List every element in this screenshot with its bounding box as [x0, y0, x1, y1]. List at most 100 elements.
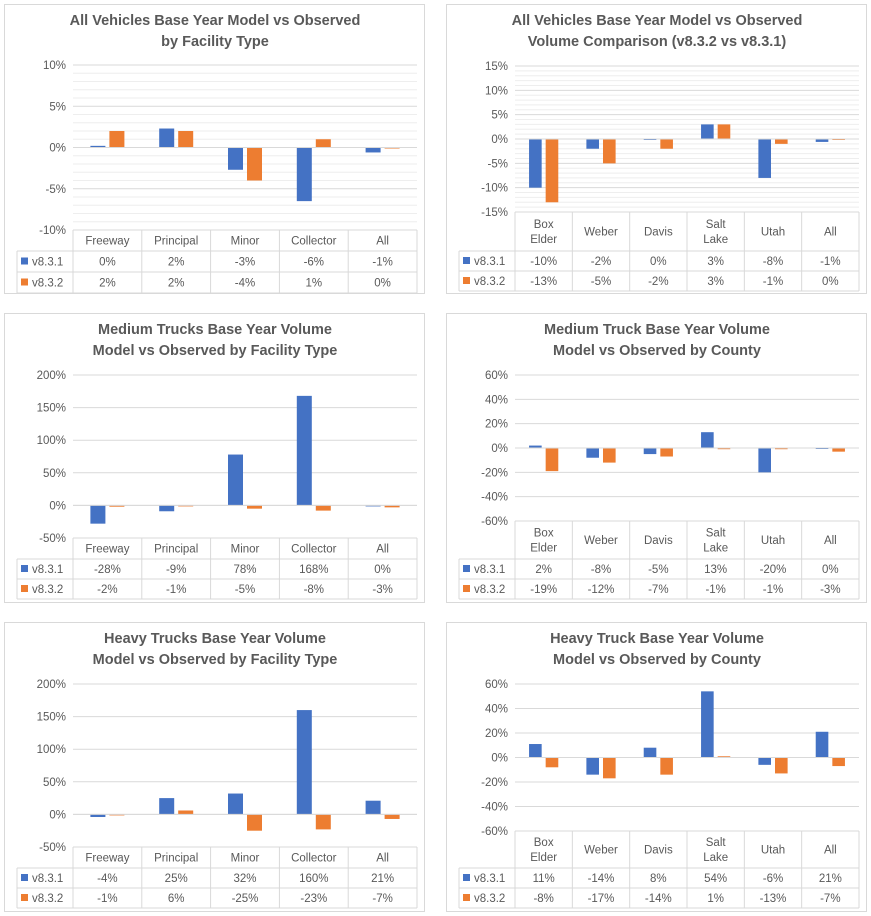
chart-panel-medium-trucks-facility: Medium Trucks Base Year Volume Model vs O…: [4, 313, 425, 603]
y-tick-label: 20%: [485, 728, 508, 740]
chart-title: by Facility Type: [161, 34, 269, 50]
y-tick-label: -60%: [481, 516, 508, 528]
bar-v832: [109, 505, 125, 507]
y-tick-label: 0%: [49, 809, 66, 821]
table-value: 21%: [371, 873, 394, 885]
table-value: 0%: [822, 276, 839, 288]
table-value: -5%: [648, 564, 668, 576]
category-label: Salt: [706, 528, 727, 540]
category-label: All: [376, 236, 389, 248]
table-value: -1%: [166, 584, 186, 596]
bar-v832: [545, 448, 559, 472]
bar-v832: [603, 448, 616, 463]
category-label: Elder: [530, 543, 557, 555]
table-value: -1%: [705, 584, 725, 596]
bar-v832: [717, 124, 731, 139]
bar-v832: [384, 505, 400, 508]
legend-label: v8.3.2: [474, 893, 505, 905]
bar-v831: [159, 505, 175, 512]
table-value: -2%: [97, 584, 117, 596]
table-value: 0%: [822, 564, 839, 576]
category-label: All: [824, 227, 837, 239]
bar-v831: [296, 710, 312, 815]
table-value: 1%: [305, 278, 322, 290]
legend-key-v832: [21, 894, 28, 901]
bar-v831: [815, 731, 829, 758]
table-value: -19%: [530, 584, 557, 596]
legend-label: v8.3.2: [32, 584, 63, 596]
table-value: -3%: [372, 584, 392, 596]
category-label: Lake: [703, 234, 728, 246]
y-tick-label: 0%: [491, 443, 508, 455]
bar-v832: [315, 814, 331, 830]
chart-title: Medium Truck Base Year Volume: [544, 322, 770, 338]
bar-v831: [586, 139, 599, 149]
bar-v832: [775, 448, 788, 450]
table-value: 6%: [168, 893, 185, 905]
y-tick-label: 200%: [37, 679, 66, 691]
table-value: 0%: [650, 256, 667, 268]
category-label: Elder: [530, 234, 557, 246]
legend-key-v831: [21, 257, 28, 265]
table-value: 21%: [819, 873, 842, 885]
bar-v832: [315, 139, 331, 148]
y-tick-label: 100%: [37, 744, 66, 756]
table-value: -14%: [588, 873, 615, 885]
table-value: 78%: [233, 564, 256, 576]
legend-key-v831: [463, 257, 470, 264]
bar-v831: [228, 454, 243, 506]
chart-title: Volume Comparison (v8.3.2 vs v8.3.1): [528, 34, 787, 50]
table-value: 2%: [99, 278, 116, 290]
category-label: Utah: [761, 227, 785, 239]
category-label: Freeway: [85, 544, 129, 556]
bar-v831: [529, 744, 542, 758]
y-tick-label: -60%: [481, 826, 508, 838]
chart-svg: All Vehicles Base Year Model vs Observed…: [458, 13, 860, 292]
bar-v831: [586, 757, 599, 775]
table-value: 32%: [233, 873, 256, 885]
y-tick-label: -40%: [481, 492, 508, 504]
bar-v831: [228, 793, 243, 815]
table-value: -4%: [235, 278, 255, 290]
category-label: Lake: [703, 852, 728, 864]
chart-svg: Heavy Truck Base Year Volume Model vs Obs…: [458, 631, 860, 909]
table-value: -1%: [372, 257, 392, 269]
y-tick-label: 10%: [43, 60, 66, 72]
bar-v832: [832, 757, 845, 767]
bar-v832: [247, 147, 262, 181]
table-value: 160%: [299, 873, 328, 885]
table-value: 2%: [168, 278, 185, 290]
y-tick-label: 0%: [49, 143, 66, 155]
table-value: 13%: [704, 564, 727, 576]
legend-label: v8.3.2: [32, 278, 63, 290]
y-tick-label: 20%: [485, 419, 508, 431]
legend-label: v8.3.2: [32, 893, 63, 905]
bar-v832: [775, 139, 788, 144]
table-value: -28%: [94, 564, 121, 576]
bar-v832: [109, 131, 125, 148]
table-value: -5%: [591, 276, 611, 288]
table-value: -17%: [588, 893, 615, 905]
bar-v831: [643, 747, 657, 758]
category-label: Davis: [644, 227, 673, 239]
category-label: Principal: [154, 544, 198, 556]
table-value: -3%: [820, 584, 840, 596]
bar-v832: [315, 505, 331, 511]
bar-v831: [758, 139, 771, 178]
table-value: -7%: [820, 893, 840, 905]
table-value: 1%: [707, 893, 724, 905]
y-tick-label: 0%: [491, 753, 508, 765]
y-tick-label: 50%: [43, 468, 66, 480]
table-value: -13%: [760, 893, 787, 905]
table-value: 3%: [707, 276, 724, 288]
table-value: -14%: [645, 893, 672, 905]
legend-key-v832: [463, 585, 470, 592]
bar-v831: [701, 432, 714, 448]
table-value: 168%: [299, 564, 328, 576]
bar-v831: [159, 798, 175, 815]
y-tick-label: 40%: [485, 394, 508, 406]
category-label: Davis: [644, 845, 673, 857]
category-label: Davis: [644, 535, 673, 547]
category-label: Collector: [291, 544, 337, 556]
bar-v831: [365, 800, 381, 815]
